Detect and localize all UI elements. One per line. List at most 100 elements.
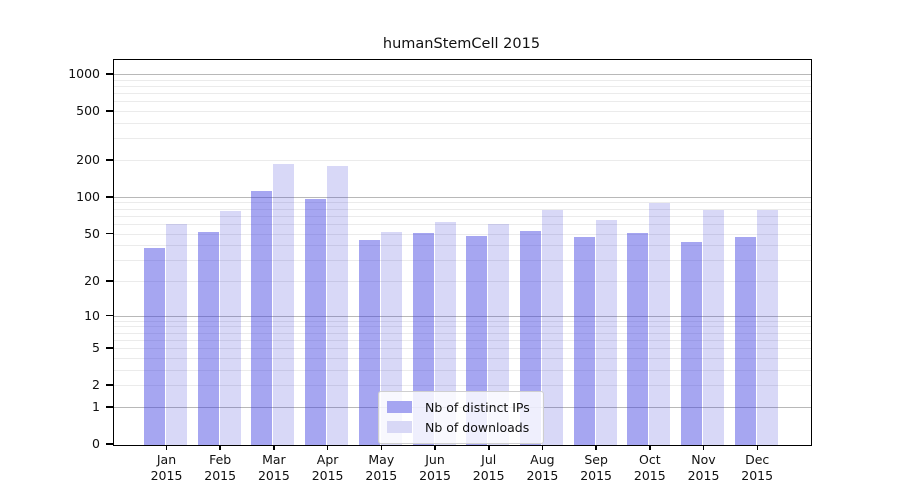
y-tick-label-5: 5 (92, 340, 100, 356)
x-tick-oct (649, 445, 651, 450)
x-label-month: Jun (425, 452, 445, 467)
bar-jul-downloads (488, 224, 510, 445)
y-tick-2 (106, 384, 113, 386)
legend-label-downloads: Nb of downloads (425, 419, 530, 435)
bar-jan-downloads (166, 224, 187, 445)
x-tick-label-nov: Nov 2015 (676, 452, 732, 483)
y-tick-label-1: 1 (92, 398, 100, 414)
y-tick-20 (106, 280, 113, 282)
gridline-minor-90 (113, 202, 811, 204)
x-label-year: 2015 (580, 467, 612, 483)
bar-nov-distinct-ips (681, 242, 702, 445)
bar-sep-downloads (595, 219, 617, 445)
x-tick-label-feb: Feb 2015 (192, 452, 248, 483)
legend-swatch-downloads (387, 421, 412, 433)
gridline-minor-4 (113, 357, 811, 359)
gridline-minor-30 (113, 260, 811, 262)
y-tick-1 (106, 406, 113, 408)
gridline-minor-9 (113, 320, 811, 322)
bar-jan-distinct-ips (144, 247, 165, 445)
y-tick-label-2: 2 (92, 377, 100, 393)
bar-aug-downloads (541, 209, 563, 445)
x-tick-label-jan: Jan 2015 (139, 452, 195, 483)
x-label-month: Feb (209, 452, 232, 467)
bar-feb-downloads (219, 211, 241, 445)
x-label-year: 2015 (150, 467, 183, 483)
plot-frame (112, 58, 812, 446)
y-tick-50 (106, 232, 113, 235)
gridline-minor-2 (113, 385, 811, 387)
bar-dec-downloads (756, 209, 778, 445)
x-tick-feb (219, 445, 221, 450)
gridline-minor-40 (113, 245, 811, 247)
bar-mar-downloads (273, 164, 295, 445)
y-tick-10 (106, 314, 113, 317)
gridline-major-1000 (113, 74, 811, 75)
gridline-minor-7 (113, 332, 811, 334)
x-tick-sep (595, 445, 597, 450)
x-tick-jan (165, 445, 168, 450)
x-label-month: Jul (481, 452, 497, 467)
gridline-minor-200 (113, 160, 811, 161)
x-tick-may (380, 445, 383, 450)
x-tick-label-dec: Dec 2015 (729, 452, 785, 483)
y-tick-label-50: 50 (84, 225, 100, 241)
x-label-month: Apr (316, 452, 339, 467)
x-label-year: 2015 (472, 467, 505, 483)
x-label-year: 2015 (257, 467, 290, 483)
x-label-month: Aug (530, 452, 555, 467)
x-label-year: 2015 (311, 467, 344, 483)
x-label-year: 2015 (741, 467, 774, 483)
gridline-minor-50 (113, 233, 811, 235)
x-tick-dec (756, 445, 758, 450)
bar-oct-downloads (649, 203, 671, 445)
x-label-month: Nov (691, 452, 716, 467)
bar-may-distinct-ips (358, 240, 380, 445)
gridline-minor-700 (113, 93, 811, 95)
bar-dec-distinct-ips (734, 236, 756, 445)
bar-mar-distinct-ips (251, 191, 273, 445)
bar-jun-downloads (434, 221, 456, 445)
gridline-minor-8 (113, 326, 811, 328)
chart-title: humanStemCell 2015 (382, 36, 541, 52)
x-label-year: 2015 (365, 467, 398, 483)
x-label-month: Dec (745, 452, 770, 467)
gridline-minor-5 (113, 348, 811, 350)
y-tick-label-500: 500 (76, 103, 100, 119)
gridline-minor-6 (113, 339, 811, 341)
gridline-minor-300 (113, 138, 811, 140)
legend-item-distinct-ips: Nb of distinct IPs (387, 397, 535, 417)
legend-item-downloads: Nb of downloads (387, 417, 535, 437)
x-label-month: Sep (584, 452, 608, 467)
x-tick-jun (434, 445, 436, 450)
y-tick-100 (106, 196, 113, 198)
x-label-month: May (368, 452, 395, 467)
gridline-minor-800 (113, 86, 811, 87)
gridline-minor-20 (113, 281, 811, 282)
gridline-minor-900 (113, 79, 811, 81)
x-label-year: 2015 (526, 467, 559, 483)
gridline-major-100 (113, 196, 811, 198)
x-label-year: 2015 (633, 467, 666, 483)
legend-label-distinct-ips: Nb of distinct IPs (425, 399, 530, 415)
y-tick-1000 (106, 73, 113, 75)
y-tick-label-10: 10 (84, 307, 100, 323)
legend-swatch-distinct-ips (387, 401, 412, 413)
y-tick-200 (106, 159, 113, 161)
y-tick-label-0: 0 (92, 436, 100, 451)
gridline-minor-60 (113, 223, 811, 225)
y-tick-label-100: 100 (76, 188, 100, 204)
x-label-month: Jan (156, 452, 177, 467)
x-tick-aug (541, 445, 544, 450)
gridline-minor-500 (113, 111, 811, 113)
x-label-month: Mar (262, 452, 286, 467)
x-tick-mar (273, 445, 275, 450)
gridline-major-10 (113, 315, 811, 317)
x-tick-jul (488, 445, 490, 450)
gridline-minor-3 (113, 369, 811, 371)
x-label-year: 2015 (419, 467, 451, 483)
y-tick-500 (106, 110, 113, 112)
bar-nov-downloads (703, 209, 724, 445)
x-tick-label-may: May 2015 (353, 452, 409, 483)
bar-oct-distinct-ips (627, 233, 649, 445)
